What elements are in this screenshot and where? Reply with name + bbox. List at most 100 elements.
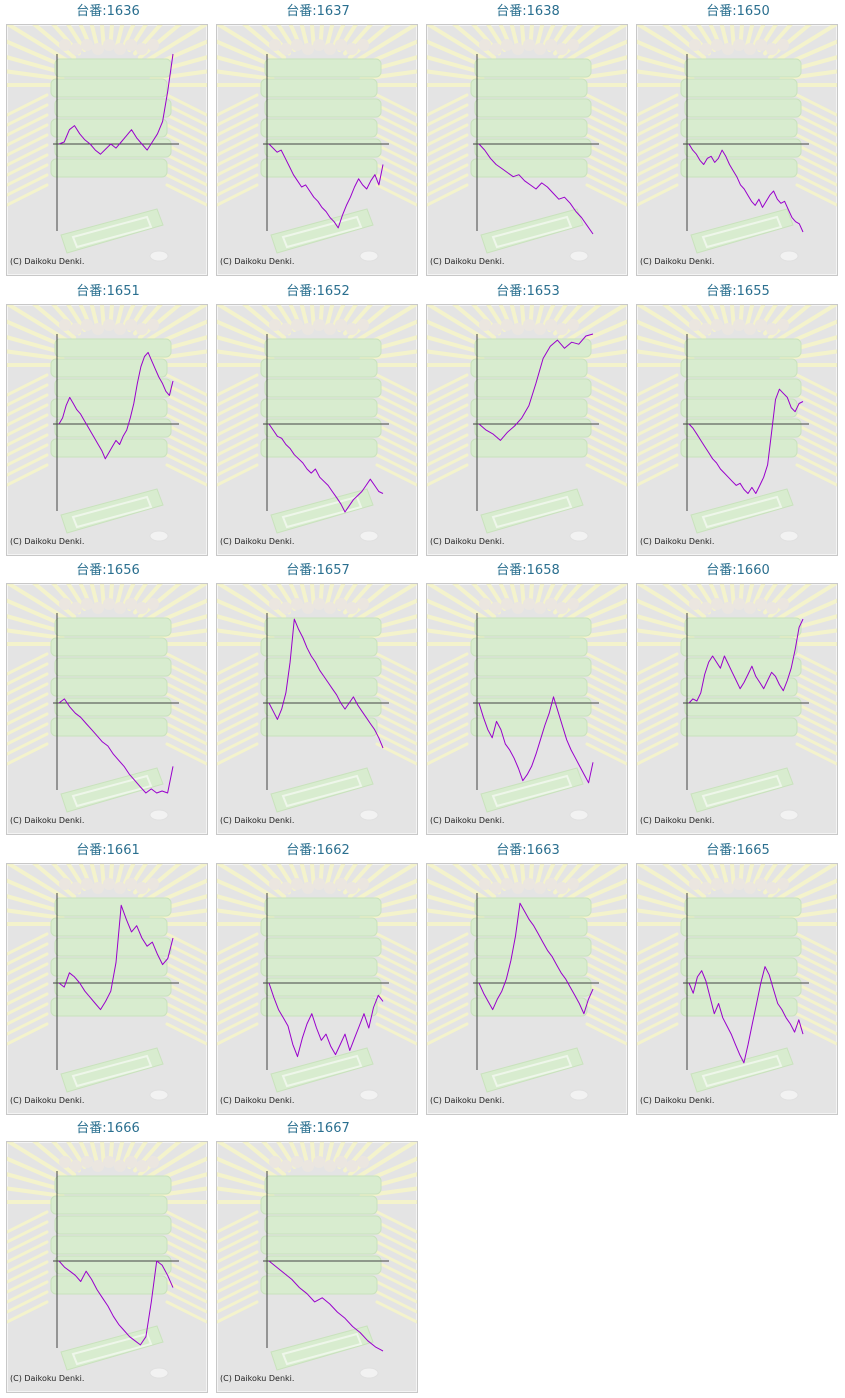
series-line <box>268 423 384 513</box>
background-illustration <box>217 864 417 1101</box>
machine-number-title[interactable]: 台番:1657 <box>286 563 350 578</box>
machine-graph-card: 台番:1667 (C) Daikoku Denki. <box>216 1120 420 1393</box>
series-line <box>268 1260 384 1352</box>
machine-graph-card: 台番:1660 (C) Daikoku Denki. <box>636 562 840 835</box>
machine-graph-card: 台番:1662 (C) Daikoku Denki. <box>216 842 420 1115</box>
payout-graph: (C) Daikoku Denki. <box>216 24 418 276</box>
machine-graph-card: 台番:1636 (C) Daikoku Denki. <box>6 3 210 276</box>
machine-number-title[interactable]: 台番:1656 <box>76 563 140 578</box>
series-line <box>268 982 384 1058</box>
series-line <box>688 388 804 494</box>
copyright-credit: (C) Daikoku Denki. <box>430 1096 505 1105</box>
background-illustration <box>637 584 837 821</box>
copyright-credit: (C) Daikoku Denki. <box>430 537 505 546</box>
copyright-credit: (C) Daikoku Denki. <box>10 1374 85 1383</box>
copyright-credit: (C) Daikoku Denki. <box>640 257 715 266</box>
machine-number-title[interactable]: 台番:1666 <box>76 1121 140 1136</box>
background-illustration <box>217 1142 417 1379</box>
series-line <box>58 698 174 794</box>
copyright-credit: (C) Daikoku Denki. <box>10 257 85 266</box>
series-line <box>478 333 594 441</box>
payout-graph: (C) Daikoku Denki. <box>636 304 838 556</box>
payout-graph: (C) Daikoku Denki. <box>216 304 418 556</box>
graph-svg <box>7 1142 207 1379</box>
payout-graph: (C) Daikoku Denki. <box>216 1141 418 1393</box>
payout-graph: (C) Daikoku Denki. <box>636 863 838 1115</box>
series-line <box>688 618 804 704</box>
machine-graph-card: 台番:1655 (C) Daikoku Denki. <box>636 283 840 556</box>
machine-graph-card: 台番:1638 (C) Daikoku Denki. <box>426 3 630 276</box>
series-line <box>58 53 174 155</box>
machine-number-title[interactable]: 台番:1651 <box>76 284 140 299</box>
machine-number-title[interactable]: 台番:1660 <box>706 563 770 578</box>
series-line <box>268 143 384 229</box>
background-illustration <box>637 305 837 542</box>
graph-svg <box>7 25 207 262</box>
machine-graph-card: 台番:1666 (C) Daikoku Denki. <box>6 1120 210 1393</box>
graph-svg <box>7 864 207 1101</box>
background-illustration <box>637 864 837 1101</box>
machine-graph-card: 台番:1663 (C) Daikoku Denki. <box>426 842 630 1115</box>
graph-svg <box>427 305 627 542</box>
copyright-credit: (C) Daikoku Denki. <box>10 1096 85 1105</box>
payout-graph: (C) Daikoku Denki. <box>6 863 208 1115</box>
payout-graph: (C) Daikoku Denki. <box>636 583 838 835</box>
machine-number-title[interactable]: 台番:1636 <box>76 4 140 19</box>
machine-number-title[interactable]: 台番:1638 <box>496 4 560 19</box>
series-line <box>478 902 594 1015</box>
machine-number-title[interactable]: 台番:1652 <box>286 284 350 299</box>
background-illustration <box>427 584 627 821</box>
copyright-credit: (C) Daikoku Denki. <box>220 1096 295 1105</box>
machine-number-title[interactable]: 台番:1662 <box>286 843 350 858</box>
payout-graph: (C) Daikoku Denki. <box>426 583 628 835</box>
background-illustration <box>427 25 627 262</box>
graph-svg <box>217 584 417 821</box>
payout-graph: (C) Daikoku Denki. <box>6 24 208 276</box>
machine-number-title[interactable]: 台番:1661 <box>76 843 140 858</box>
machine-number-title[interactable]: 台番:1653 <box>496 284 560 299</box>
payout-graph: (C) Daikoku Denki. <box>426 24 628 276</box>
copyright-credit: (C) Daikoku Denki. <box>640 816 715 825</box>
graph-svg <box>637 584 837 821</box>
graph-svg <box>7 305 207 542</box>
graph-svg <box>637 25 837 262</box>
series-line <box>688 143 804 233</box>
machine-number-title[interactable]: 台番:1663 <box>496 843 560 858</box>
graph-svg <box>217 25 417 262</box>
payout-graph: (C) Daikoku Denki. <box>216 583 418 835</box>
background-illustration <box>7 305 207 542</box>
copyright-credit: (C) Daikoku Denki. <box>10 816 85 825</box>
machine-number-title[interactable]: 台番:1665 <box>706 843 770 858</box>
background-illustration <box>7 1142 207 1379</box>
background-illustration <box>637 25 837 262</box>
payout-graph: (C) Daikoku Denki. <box>216 863 418 1115</box>
series-line <box>688 966 804 1064</box>
machine-graph-card: 台番:1656 (C) Daikoku Denki. <box>6 562 210 835</box>
background-illustration <box>7 25 207 262</box>
copyright-credit: (C) Daikoku Denki. <box>220 816 295 825</box>
machine-graph-card: 台番:1665 (C) Daikoku Denki. <box>636 842 840 1115</box>
series-line <box>58 1260 174 1346</box>
copyright-credit: (C) Daikoku Denki. <box>10 537 85 546</box>
copyright-credit: (C) Daikoku Denki. <box>640 1096 715 1105</box>
background-illustration <box>217 25 417 262</box>
machine-number-title[interactable]: 台番:1655 <box>706 284 770 299</box>
payout-graph: (C) Daikoku Denki. <box>6 1141 208 1393</box>
graph-svg <box>637 864 837 1101</box>
machine-graph-card: 台番:1653 (C) Daikoku Denki. <box>426 283 630 556</box>
machine-number-title[interactable]: 台番:1650 <box>706 4 770 19</box>
series-line <box>268 618 384 749</box>
copyright-credit: (C) Daikoku Denki. <box>220 1374 295 1383</box>
machine-number-title[interactable]: 台番:1658 <box>496 563 560 578</box>
machine-graph-card: 台番:1661 (C) Daikoku Denki. <box>6 842 210 1115</box>
machine-graph-card: 台番:1657 (C) Daikoku Denki. <box>216 562 420 835</box>
machine-number-title[interactable]: 台番:1667 <box>286 1121 350 1136</box>
graph-svg <box>637 305 837 542</box>
graph-svg <box>427 25 627 262</box>
series-line <box>478 696 594 784</box>
machine-graph-card: 台番:1652 (C) Daikoku Denki. <box>216 283 420 556</box>
machine-number-title[interactable]: 台番:1637 <box>286 4 350 19</box>
graph-svg <box>217 305 417 542</box>
graph-svg <box>217 1142 417 1379</box>
copyright-credit: (C) Daikoku Denki. <box>430 257 505 266</box>
